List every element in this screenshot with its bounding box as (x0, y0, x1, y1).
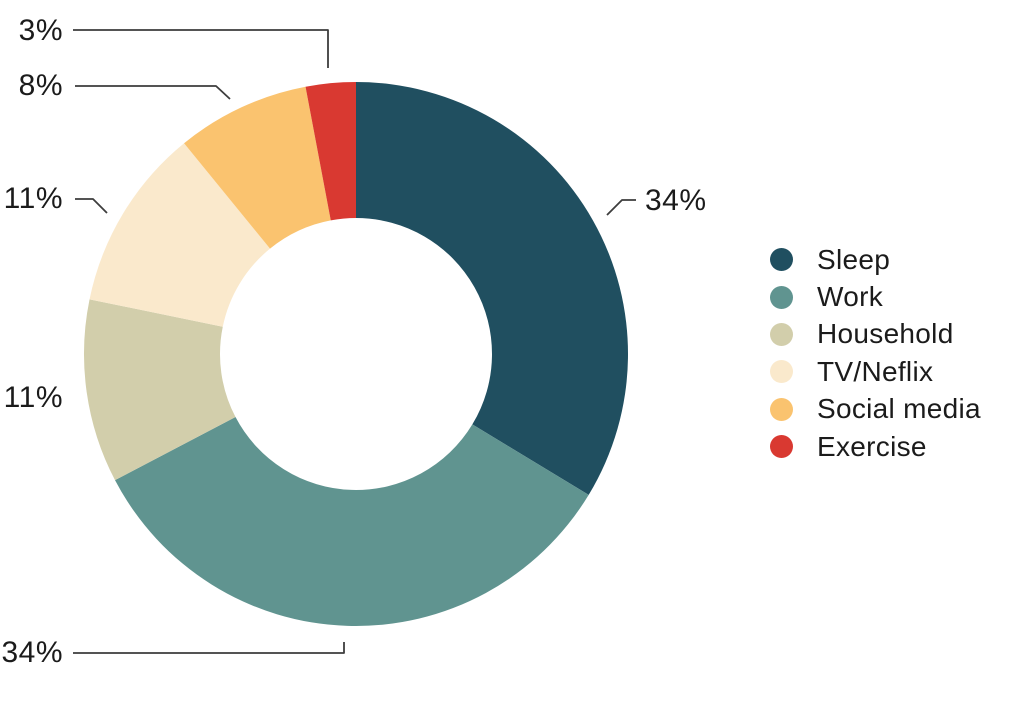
legend-item-exercise: Exercise (770, 428, 981, 465)
legend-swatch-work (770, 285, 793, 309)
donut-segment-social-media (184, 86, 331, 249)
donut-segment-sleep (356, 82, 629, 495)
legend-label-work: Work (817, 281, 884, 313)
legend-label-tv-neflix: TV/Neflix (817, 355, 934, 387)
leader-lines (73, 29, 636, 654)
legend-swatch-sleep (770, 248, 793, 272)
pct-label-work: 34% (1, 636, 63, 669)
pct-label-exercise: 3% (18, 14, 63, 47)
pct-label-tv-neflix: 11% (3, 182, 63, 215)
leader-line-tv-neflix (75, 198, 108, 214)
legend-swatch-social-media (770, 397, 793, 421)
legend-item-household: Household (770, 316, 981, 353)
pct-label-household: 11% (3, 381, 63, 414)
legend-swatch-tv-neflix (770, 360, 793, 384)
legend-label-exercise: Exercise (817, 430, 927, 462)
legend-label-household: Household (817, 318, 954, 350)
pct-label-social-media: 8% (18, 69, 63, 102)
legend-item-work: Work (770, 278, 981, 315)
legend-swatch-exercise (770, 435, 793, 459)
legend-item-social-media: Social media (770, 391, 981, 428)
leader-line-exercise (73, 29, 329, 68)
leader-line-social-media (75, 85, 231, 100)
legend-label-social-media: Social media (817, 393, 981, 425)
legend-item-tv-neflix: TV/Neflix (770, 353, 981, 390)
donut-segment-household (83, 299, 236, 481)
donut-segment-tv-neflix (89, 143, 271, 327)
legend-label-sleep: Sleep (817, 243, 891, 275)
legend-item-sleep: Sleep (770, 241, 981, 278)
donut-segment-work (115, 417, 589, 627)
donut-segment-exercise (305, 82, 356, 221)
legend: Sleep Work Household TV/Neflix Social me… (770, 241, 981, 465)
donut-segments (83, 82, 629, 627)
leader-line-work (73, 642, 345, 654)
pct-label-sleep: 34% (645, 184, 707, 217)
legend-swatch-household (770, 322, 793, 346)
leader-line-sleep (606, 199, 636, 216)
